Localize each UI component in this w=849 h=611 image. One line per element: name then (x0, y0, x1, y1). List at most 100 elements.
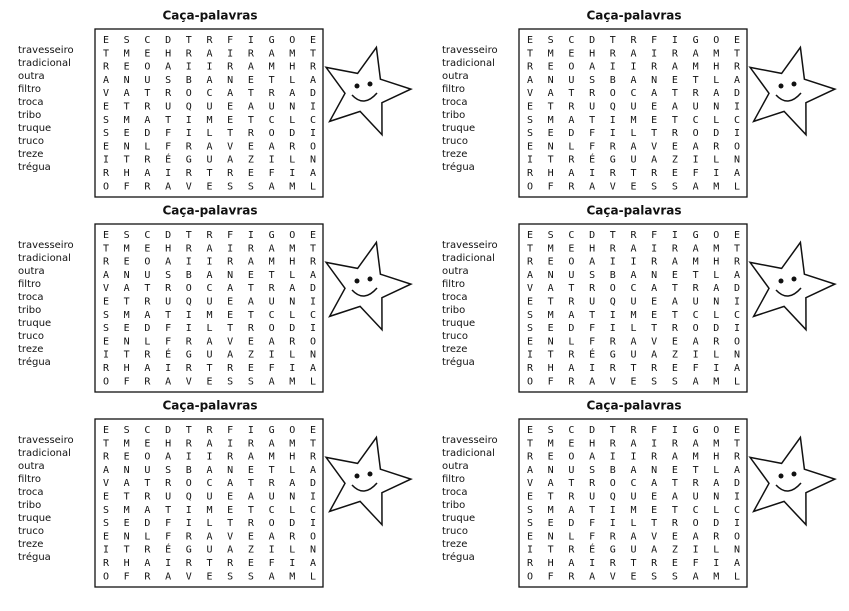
letter: R (103, 452, 110, 463)
letter: F (165, 141, 171, 152)
grid-frame (518, 223, 748, 393)
letter: F (269, 363, 275, 374)
word: outra (442, 266, 469, 277)
letter: R (310, 257, 317, 268)
letter: D (589, 35, 595, 46)
letter: T (672, 505, 678, 516)
letter: O (713, 35, 719, 46)
eye (367, 276, 373, 282)
letter: E (651, 297, 657, 308)
letter: E (548, 257, 554, 268)
letter: T (103, 243, 109, 254)
word: truco (442, 526, 468, 537)
word: treze (442, 539, 467, 550)
letter: E (103, 492, 109, 503)
letter: F (124, 181, 130, 192)
letter: A (693, 48, 699, 59)
letter: A (310, 363, 316, 374)
letter: E (144, 243, 150, 254)
letter: G (693, 35, 699, 46)
letter: A (289, 478, 295, 489)
letter: A (269, 376, 275, 387)
letter: E (672, 168, 678, 179)
letter: R (568, 297, 575, 308)
letter: S (672, 181, 678, 192)
letter: I (289, 558, 295, 569)
word: truco (442, 331, 468, 342)
letter: T (672, 478, 678, 489)
smile (775, 92, 802, 102)
letter: H (165, 438, 171, 449)
letter: V (227, 336, 233, 347)
letter: A (548, 88, 554, 99)
letter: B (186, 465, 192, 476)
title: Caça-palavras (587, 399, 682, 413)
smile (775, 482, 802, 492)
letter: E (548, 128, 554, 139)
letter: O (269, 323, 275, 334)
letter: T (144, 478, 150, 489)
letter: E (527, 297, 533, 308)
word: treze (18, 344, 43, 355)
letter: D (144, 518, 150, 529)
word: filtro (442, 279, 465, 290)
letter: G (610, 155, 616, 166)
letter: S (672, 571, 678, 582)
letter: D (568, 518, 574, 529)
letter: E (103, 230, 109, 241)
eye (354, 278, 360, 284)
letter: D (144, 323, 150, 334)
word: treze (18, 149, 43, 160)
letter: L (568, 141, 574, 152)
letter: R (630, 35, 637, 46)
letter: E (227, 492, 233, 503)
letter: S (165, 75, 171, 86)
word: truque (442, 318, 475, 329)
letter: R (227, 168, 234, 179)
letter: I (227, 438, 233, 449)
letter: D (310, 88, 316, 99)
letter: A (289, 283, 295, 294)
letter: U (165, 102, 171, 113)
letter: R (610, 558, 617, 569)
letter: E (206, 181, 212, 192)
letter: A (289, 88, 295, 99)
letter: E (227, 102, 233, 113)
letter: I (589, 168, 595, 179)
letter: T (548, 155, 554, 166)
letter: I (103, 545, 109, 556)
letter: L (289, 465, 295, 476)
word: treze (18, 539, 43, 550)
letter: C (734, 310, 740, 321)
letter: T (548, 492, 554, 503)
letter: A (693, 438, 699, 449)
eye (367, 81, 373, 87)
letter: V (186, 571, 192, 582)
letter: F (548, 376, 554, 387)
letter: L (310, 571, 316, 582)
letter: I (527, 155, 533, 166)
smile (351, 92, 378, 102)
letter: N (734, 155, 740, 166)
letter: R (734, 452, 741, 463)
word: filtro (442, 474, 465, 485)
letter: E (734, 35, 740, 46)
letter: I (630, 452, 636, 463)
letter: S (651, 181, 657, 192)
letter: R (227, 452, 234, 463)
letter: R (289, 141, 296, 152)
letter: I (610, 115, 616, 126)
letter: R (568, 181, 575, 192)
letter: T (206, 558, 212, 569)
letter: T (227, 323, 233, 334)
letter: C (206, 88, 212, 99)
star (748, 45, 837, 137)
letter: A (269, 336, 275, 347)
word: tribo (442, 500, 465, 511)
letter: V (186, 181, 192, 192)
eye (778, 83, 784, 89)
letter: A (269, 141, 275, 152)
letter: A (672, 452, 678, 463)
letter: O (144, 62, 150, 73)
letter: A (103, 75, 109, 86)
